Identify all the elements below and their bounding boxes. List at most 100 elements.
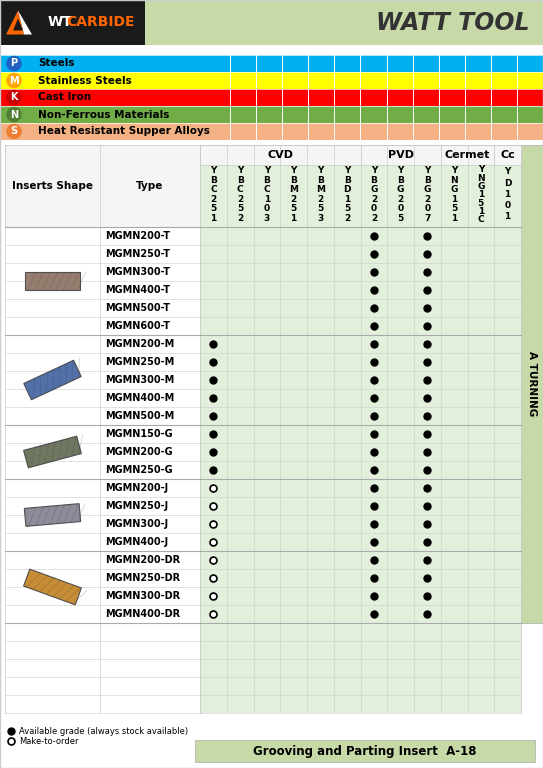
Text: Grooving and Parting Insert  A-18: Grooving and Parting Insert A-18 bbox=[253, 744, 477, 757]
Circle shape bbox=[7, 124, 21, 138]
Bar bbox=[200, 515, 521, 533]
Bar bbox=[5, 245, 100, 263]
Text: B: B bbox=[397, 176, 404, 185]
Text: MGMN250-DR: MGMN250-DR bbox=[105, 573, 180, 583]
Text: B: B bbox=[290, 176, 297, 185]
Bar bbox=[5, 551, 100, 569]
Text: N: N bbox=[10, 110, 18, 120]
Bar bbox=[23, 436, 81, 468]
Text: G: G bbox=[477, 182, 484, 191]
Text: MGMN400-M: MGMN400-M bbox=[105, 393, 174, 403]
Text: WATT TOOL: WATT TOOL bbox=[376, 11, 530, 35]
Bar bbox=[200, 353, 521, 371]
Bar bbox=[100, 407, 200, 425]
Text: 1: 1 bbox=[291, 214, 297, 223]
Text: A TURNING: A TURNING bbox=[527, 352, 537, 416]
Bar bbox=[5, 145, 521, 227]
Text: MGMN600-T: MGMN600-T bbox=[105, 321, 170, 331]
Polygon shape bbox=[18, 11, 32, 35]
Text: 0: 0 bbox=[397, 204, 403, 214]
Text: Y: Y bbox=[291, 166, 297, 175]
Text: 0: 0 bbox=[504, 201, 510, 210]
Text: WT: WT bbox=[48, 15, 73, 29]
Bar bbox=[5, 389, 100, 407]
Text: 0: 0 bbox=[371, 204, 377, 214]
Bar bbox=[5, 317, 100, 335]
Text: MGMN300-DR: MGMN300-DR bbox=[105, 591, 180, 601]
Text: MGMN500-T: MGMN500-T bbox=[105, 303, 170, 313]
Bar bbox=[5, 371, 100, 389]
Text: Y: Y bbox=[317, 166, 324, 175]
Bar bbox=[100, 371, 200, 389]
Text: N: N bbox=[450, 176, 458, 185]
Text: Y: Y bbox=[397, 166, 404, 175]
Bar bbox=[5, 623, 100, 641]
Bar bbox=[100, 677, 200, 695]
Bar bbox=[100, 461, 200, 479]
Bar bbox=[5, 407, 100, 425]
Bar bbox=[5, 227, 100, 245]
Bar bbox=[5, 299, 100, 317]
Bar bbox=[100, 281, 200, 299]
Text: 2: 2 bbox=[371, 195, 377, 204]
Text: 5: 5 bbox=[451, 204, 457, 214]
Bar bbox=[5, 677, 100, 695]
Bar bbox=[200, 623, 521, 641]
Bar bbox=[200, 299, 521, 317]
Bar bbox=[200, 551, 521, 569]
Text: Y: Y bbox=[264, 166, 270, 175]
Bar bbox=[100, 551, 200, 569]
Circle shape bbox=[7, 91, 21, 104]
Text: Y: Y bbox=[424, 166, 431, 175]
Bar bbox=[200, 245, 521, 263]
Text: MGMN250-T: MGMN250-T bbox=[105, 249, 170, 259]
Text: G: G bbox=[370, 185, 377, 194]
Text: MGMN300-T: MGMN300-T bbox=[105, 267, 170, 277]
Text: 1: 1 bbox=[451, 195, 457, 204]
Text: 5: 5 bbox=[317, 204, 324, 214]
Text: MGMN400-J: MGMN400-J bbox=[105, 537, 168, 547]
Bar bbox=[100, 641, 200, 659]
Text: 2: 2 bbox=[291, 195, 297, 204]
Text: 2: 2 bbox=[317, 195, 324, 204]
Text: Y: Y bbox=[451, 166, 457, 175]
Text: Y: Y bbox=[371, 166, 377, 175]
Bar bbox=[195, 740, 535, 762]
Bar bbox=[200, 659, 521, 677]
Text: B: B bbox=[344, 176, 351, 185]
Bar bbox=[200, 281, 521, 299]
Text: 2: 2 bbox=[424, 195, 431, 204]
Text: C: C bbox=[237, 185, 243, 194]
Bar bbox=[200, 605, 521, 623]
Text: B: B bbox=[370, 176, 377, 185]
Bar bbox=[200, 389, 521, 407]
Bar bbox=[5, 335, 100, 353]
Text: B: B bbox=[317, 176, 324, 185]
Bar bbox=[100, 623, 200, 641]
Text: 5: 5 bbox=[237, 204, 243, 214]
Bar bbox=[5, 425, 100, 443]
Text: Type: Type bbox=[136, 181, 163, 191]
Text: 1: 1 bbox=[451, 214, 457, 223]
Text: 0: 0 bbox=[264, 204, 270, 214]
Text: Stainless Steels: Stainless Steels bbox=[38, 75, 132, 85]
Text: MGMN300-M: MGMN300-M bbox=[105, 375, 174, 385]
Text: MGMN500-M: MGMN500-M bbox=[105, 411, 174, 421]
Text: MGMN200-M: MGMN200-M bbox=[105, 339, 174, 349]
Text: D: D bbox=[343, 185, 351, 194]
Bar bbox=[200, 569, 521, 587]
Bar bbox=[200, 317, 521, 335]
Text: G: G bbox=[451, 185, 458, 194]
Bar bbox=[200, 533, 521, 551]
Bar bbox=[5, 353, 100, 371]
Bar bbox=[0, 89, 543, 106]
Text: 1: 1 bbox=[344, 195, 350, 204]
Text: 3: 3 bbox=[317, 214, 324, 223]
Bar bbox=[200, 371, 521, 389]
Bar bbox=[100, 335, 200, 353]
Text: 1: 1 bbox=[210, 214, 217, 223]
Text: S: S bbox=[10, 127, 17, 137]
Bar bbox=[100, 515, 200, 533]
Text: 3: 3 bbox=[264, 214, 270, 223]
Text: 5: 5 bbox=[397, 214, 404, 223]
